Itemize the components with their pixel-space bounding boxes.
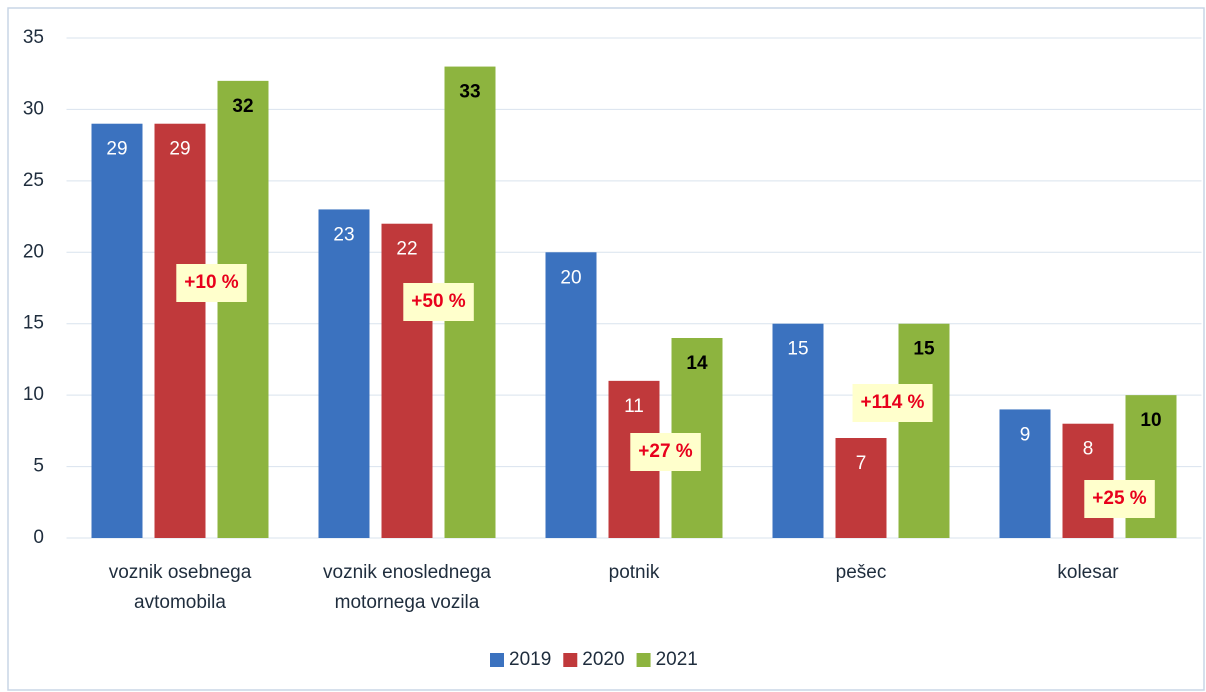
y-tick-label: 25 xyxy=(23,170,44,191)
annotation: +50 % xyxy=(411,291,466,312)
x-tick-label: voznik osebnega avtomobila xyxy=(108,562,252,613)
annotation: +114 % xyxy=(861,392,925,413)
annotation: +10 % xyxy=(184,272,239,293)
data-label: 11 xyxy=(624,396,644,417)
bar xyxy=(381,223,433,538)
data-label: 9 xyxy=(1020,424,1031,445)
data-label: 32 xyxy=(232,96,253,117)
legend-swatch xyxy=(563,653,578,667)
bar xyxy=(999,409,1051,538)
bar xyxy=(91,123,143,538)
annotation-box xyxy=(1084,480,1155,518)
data-label: 33 xyxy=(459,82,480,103)
legend-swatch xyxy=(490,653,504,667)
data-label: 8 xyxy=(1083,439,1094,460)
y-tick-label: 10 xyxy=(23,384,44,405)
bar xyxy=(217,80,269,538)
data-label: 7 xyxy=(856,453,867,474)
data-label: 23 xyxy=(333,224,354,245)
y-tick-label: 30 xyxy=(23,98,44,119)
annotation-box xyxy=(852,384,933,422)
y-tick-label: 15 xyxy=(23,313,44,334)
legend-swatch xyxy=(636,653,651,667)
data-label: 14 xyxy=(686,353,708,374)
y-tick-label: 5 xyxy=(33,456,44,477)
legend-label: 2020 xyxy=(582,649,624,670)
annotation: +27 % xyxy=(638,441,693,462)
chart-frame xyxy=(7,7,1205,691)
bar xyxy=(318,209,370,538)
x-tick-label: pešec xyxy=(835,562,887,583)
annotation-box xyxy=(403,283,474,321)
legend-label: 2019 xyxy=(509,649,551,670)
y-tick-label: 0 xyxy=(33,527,44,548)
annotation-box xyxy=(176,264,247,302)
data-label: 10 xyxy=(1140,410,1161,431)
data-label: 29 xyxy=(106,139,127,160)
data-label: 29 xyxy=(169,139,190,160)
annotation: +25 % xyxy=(1092,488,1147,509)
bar xyxy=(545,252,597,539)
x-tick-label: potnik xyxy=(608,562,660,583)
bar xyxy=(898,323,950,538)
bar xyxy=(835,438,887,538)
data-label: 20 xyxy=(560,267,581,288)
x-tick-label: voznik enoslednega motornega vozila xyxy=(323,562,491,613)
x-tick-label: kolesar xyxy=(1057,562,1119,583)
annotation-box xyxy=(630,433,701,471)
data-label: 15 xyxy=(913,339,935,360)
y-tick-label: 35 xyxy=(23,27,44,48)
data-label: 22 xyxy=(396,239,417,260)
data-label: 15 xyxy=(787,339,808,360)
bar xyxy=(154,123,206,538)
legend-label: 2021 xyxy=(656,649,698,670)
bar xyxy=(772,323,824,538)
y-tick-label: 20 xyxy=(23,241,44,262)
